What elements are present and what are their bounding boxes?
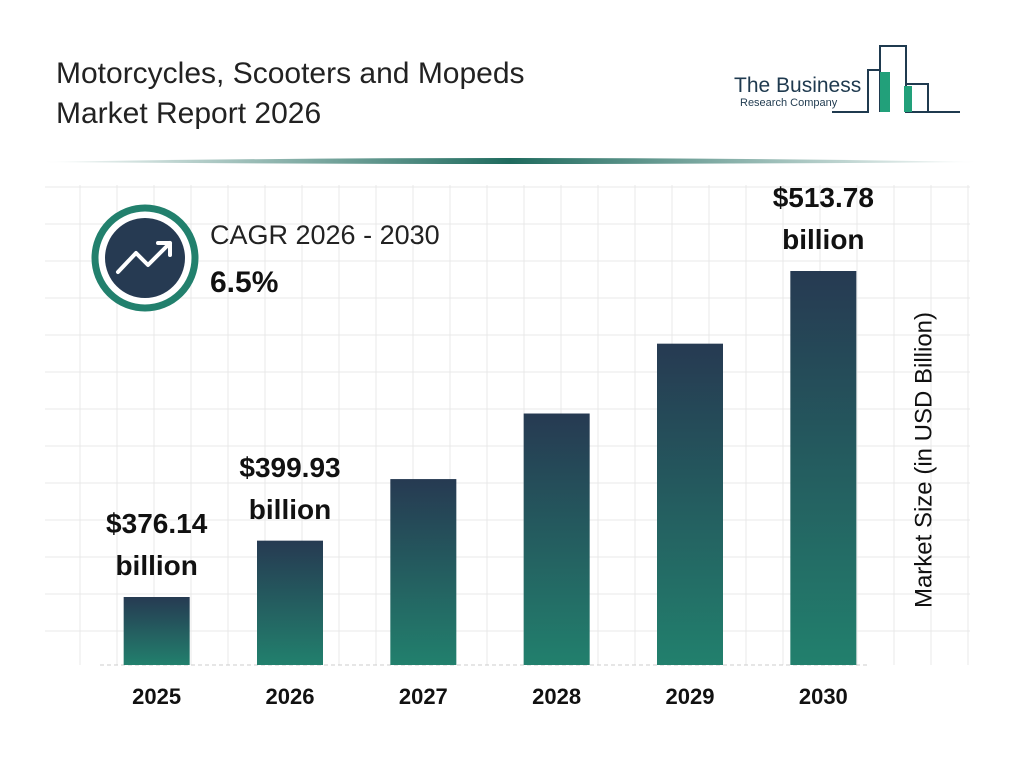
x-tick-label: 2030 <box>798 684 848 709</box>
bar <box>257 540 323 665</box>
divider <box>40 158 980 164</box>
x-tick-label: 2025 <box>132 684 182 709</box>
value-label: $513.78 billion <box>772 182 874 255</box>
cagr-icon <box>105 218 185 298</box>
bar <box>123 597 190 665</box>
x-tick-label: 2028 <box>532 684 582 709</box>
x-tick-label: 2029 <box>665 684 715 709</box>
logo-text: The Business <box>734 74 862 97</box>
cagr-label: CAGR 2026 - 2030 <box>210 220 440 250</box>
cagr-value: 6.5% <box>210 266 279 299</box>
bar <box>657 343 723 665</box>
value-label: $399.93 billion <box>239 451 341 525</box>
logo-text: Research Company <box>740 97 838 109</box>
logo-mark <box>832 45 960 113</box>
x-tick-label: 2027 <box>398 684 448 709</box>
y-axis-label: Market Size (in USD Billion) <box>910 312 937 608</box>
cagr-icon <box>116 241 172 274</box>
bar <box>523 413 590 665</box>
bar <box>790 271 857 665</box>
value-label: $376.14 billion <box>106 508 208 581</box>
x-tick-label: 2026 <box>265 684 315 709</box>
chart-title: Motorcycles, Scooters and Mopeds Market … <box>56 57 525 130</box>
bar <box>390 479 457 665</box>
